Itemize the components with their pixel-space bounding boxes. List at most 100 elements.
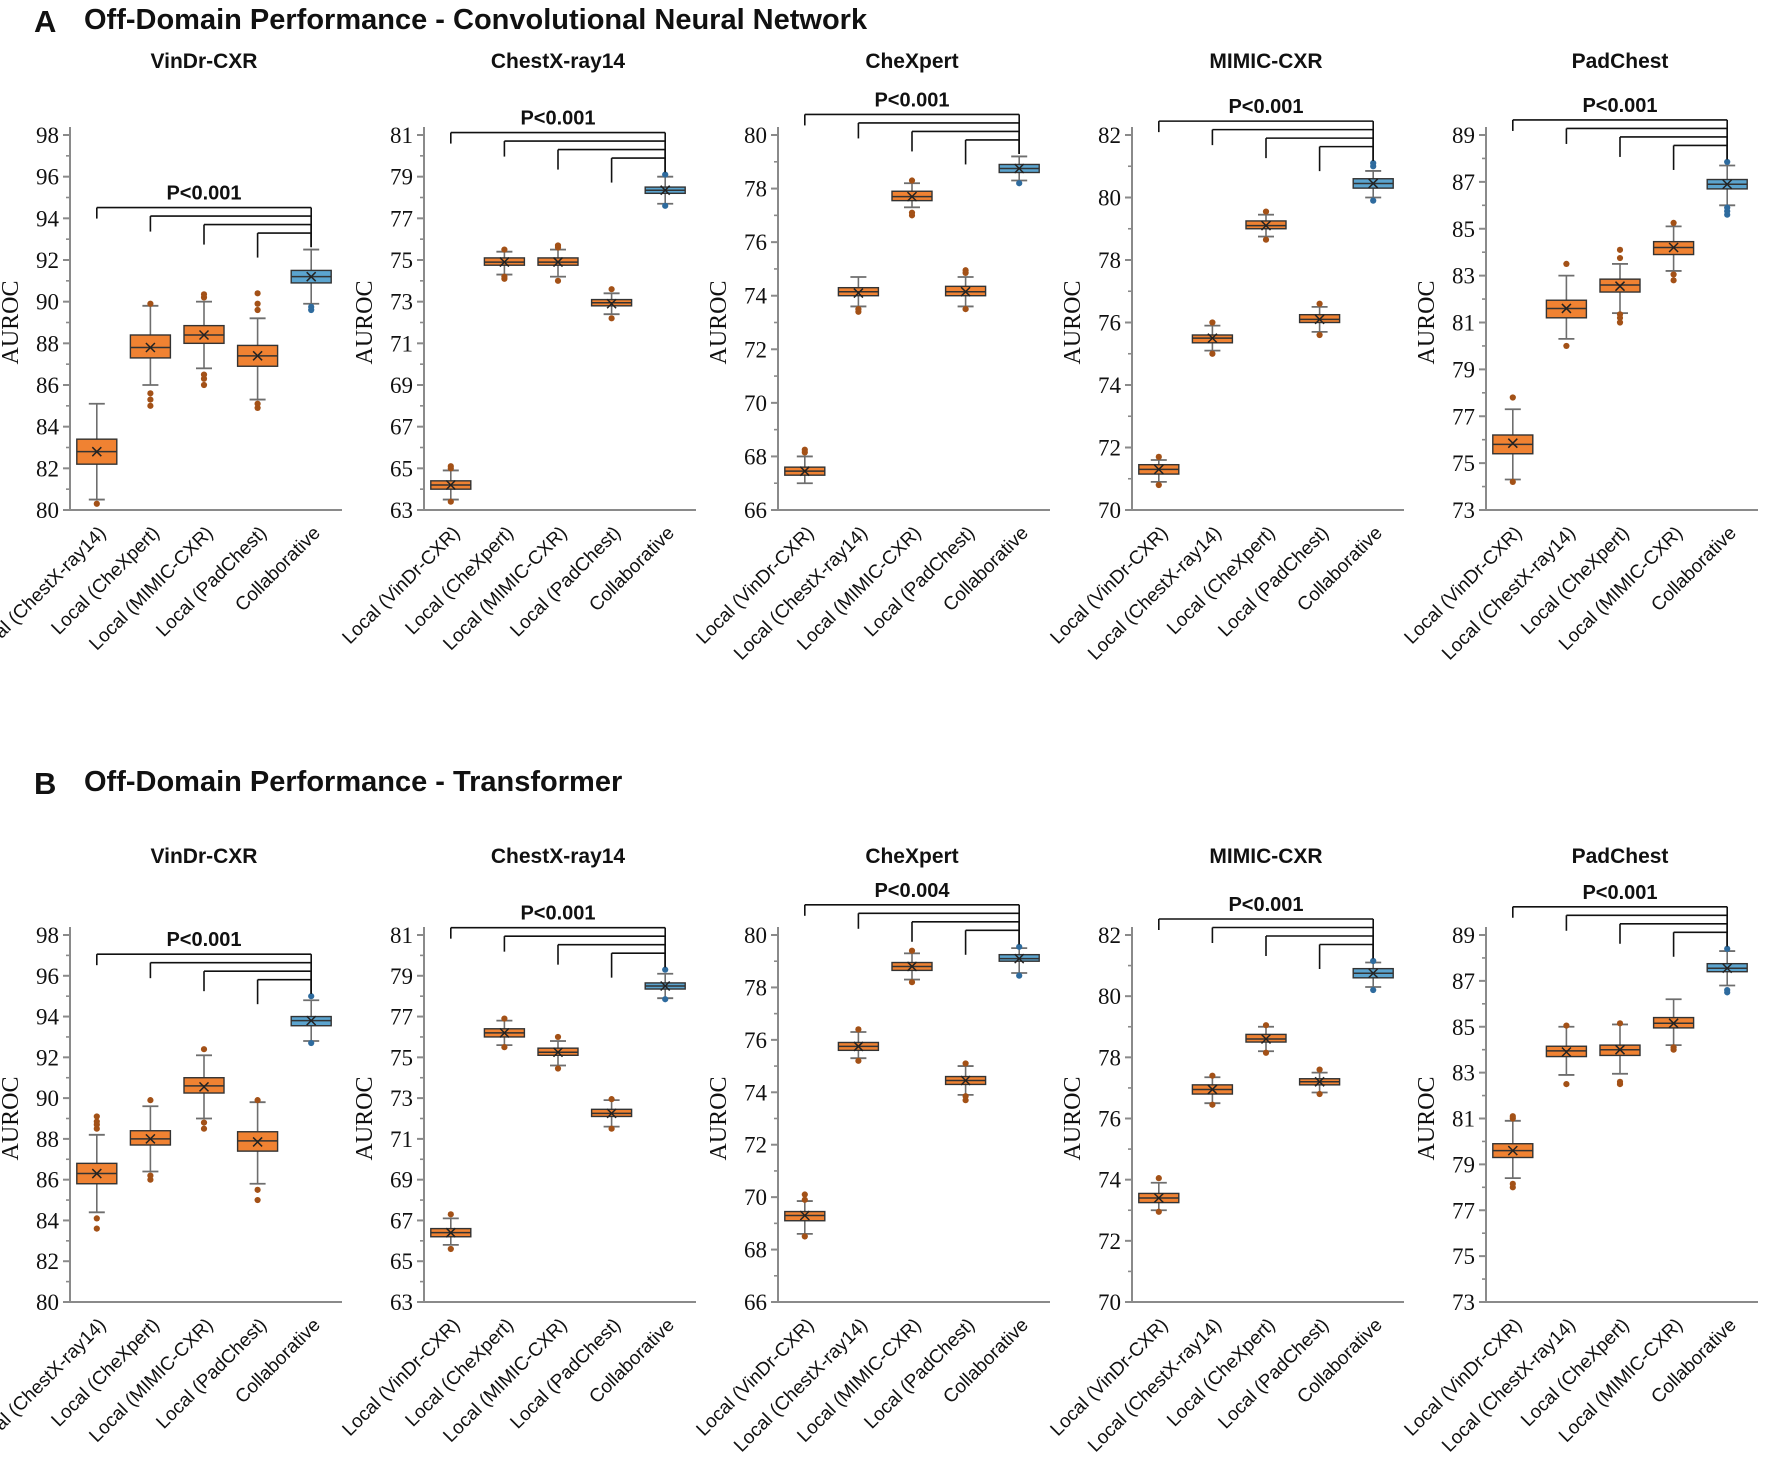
outlier-point [1616,246,1624,253]
outlier-point [1209,1072,1216,1079]
mean-marker [1207,1084,1218,1095]
chart-text: 94 [36,206,60,231]
significance-brackets [1512,119,1729,170]
chart-text: AUROC [1414,1076,1440,1160]
outlier-point [447,498,454,505]
local-boxplot [1245,1022,1287,1056]
local-boxplot [944,1060,987,1104]
significance-brackets [450,926,667,978]
panel-b-title: Off-Domain Performance - Transformer [84,766,623,798]
mean-marker [1314,1076,1325,1087]
chart-text: 79 [1452,1152,1475,1177]
mean-marker [1153,464,1164,475]
outlier-point [501,1015,508,1022]
chart-text: 96 [36,165,59,190]
mean-marker [606,298,617,309]
chart-text: 73 [390,290,413,315]
panel-b-letter: B [34,766,57,801]
outlier-point [1370,197,1377,204]
outlier-point [147,396,154,403]
chart-text: P<0.001 [520,903,595,925]
outlier-point [1262,208,1270,215]
chart-text: 82 [1098,123,1121,148]
mean-marker [252,350,263,361]
outlier-point [1616,254,1624,262]
outlier-point [147,1172,154,1179]
local-boxplot [1191,319,1234,357]
chart-text: 68 [744,1238,767,1263]
chart-text: 78 [1098,1045,1121,1070]
outlier-point [1563,260,1570,268]
outlier-point [1155,1208,1162,1215]
mean-marker [1207,333,1218,344]
mean-marker [1314,314,1325,325]
chart-text: 94 [36,1005,60,1030]
chart-text: VinDr-CXR [151,50,258,73]
chart-text: 81 [1452,1107,1475,1132]
outlier-point [1370,986,1377,994]
local-boxplot [1191,1072,1234,1108]
mean-marker [660,185,671,196]
chart-text: 85 [1452,1015,1475,1040]
chart-text: 98 [36,923,59,948]
outlier-point [93,1215,100,1222]
chart-text: AUROC [1414,280,1440,364]
significance-brackets [804,113,1021,165]
chart-text: 83 [1452,1061,1475,1086]
chart-text: P<0.001 [1582,882,1657,904]
chart-text: 79 [390,964,413,989]
outlier-point [501,246,508,253]
chart-text: 98 [36,123,59,148]
subplot-chestx-ray14: ChestX-ray1463656769717375777981AUROCLoc… [338,845,696,1447]
local-boxplot [1138,1175,1180,1215]
local-boxplot [891,947,933,986]
mean-marker [1368,178,1379,189]
chart-text: 76 [1098,1107,1121,1132]
local-boxplot [483,1015,526,1051]
mean-marker [499,1027,510,1038]
local-boxplot [537,242,579,284]
local-boxplot [837,1026,880,1064]
outlier-point [554,1065,562,1072]
chart-text: 78 [744,975,767,1000]
mean-marker [198,1081,210,1092]
chart-text: 76 [744,1028,767,1053]
mean-marker [1668,1018,1679,1029]
chart-text: 87 [1452,969,1475,994]
local-boxplot [784,1191,826,1240]
panel-a-header: A Off-Domain Performance - Convolutional… [0,0,1770,40]
collaborative-boxplot [290,248,332,314]
local-boxplot [1298,1066,1341,1098]
outlier-point [1155,453,1162,460]
chart-text: P<0.001 [1228,894,1303,916]
mean-marker [799,1210,810,1221]
mean-marker [198,329,210,341]
outlier-point [1563,342,1570,350]
outlier-point [1370,957,1377,965]
chart-text: 65 [390,1249,413,1274]
outlier-point [608,1125,615,1132]
collaborative-boxplot [998,155,1040,187]
local-boxplot [590,286,633,322]
local-boxplot [236,290,279,412]
mean-marker [306,271,317,282]
outlier-point [447,1245,454,1253]
subplot-vindr-cxr: VinDr-CXR80828486889092949698AUROCLocal … [0,845,342,1456]
chart-text: 67 [390,1208,413,1233]
chart-text: 80 [1098,984,1121,1009]
mean-marker [906,961,918,972]
chart-text: 82 [1098,923,1121,948]
chart-text: PadChest [1572,845,1669,868]
outlier-point [1155,481,1162,489]
chart-text: 74 [1098,373,1122,398]
outlier-point [662,171,669,178]
local-boxplot [1492,394,1534,485]
chart-text: P<0.001 [874,89,949,111]
collaborative-boxplot [1706,945,1748,996]
outlier-point [200,371,208,378]
chart-text: MIMIC-CXR [1209,845,1322,868]
outlier-point [1724,204,1731,211]
mean-marker [552,257,564,268]
